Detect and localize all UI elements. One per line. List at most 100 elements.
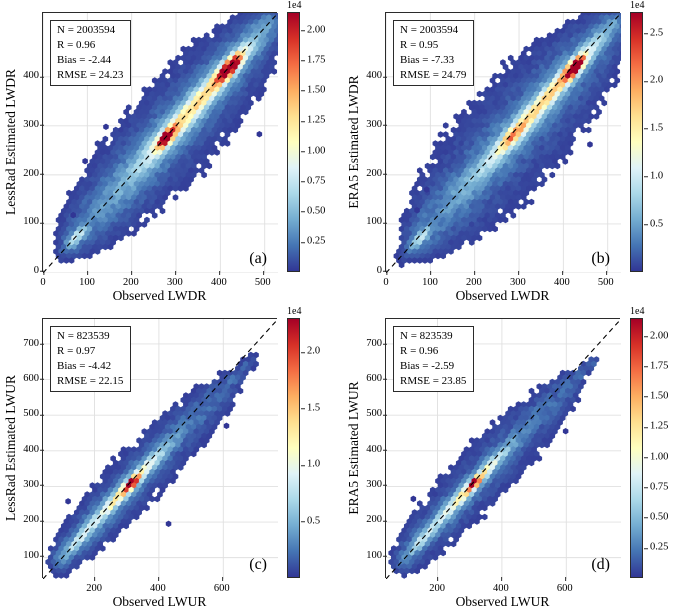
stat-r: R = 0.96 [400, 344, 439, 357]
colorbar-tick-label: 0.75 [300, 175, 326, 187]
x-axis-label: Observed LWUR [112, 594, 207, 609]
stat-n: N = 2003594 [57, 24, 116, 36]
x-axis-label: Observed LWDR [112, 288, 207, 303]
plot-area: N = 2003594 R = 0.96 Bias = -2.44 RMSE =… [23, 12, 278, 288]
colorbar-tick-label: 1.5 [300, 402, 321, 414]
colorbar-gradient [630, 318, 643, 578]
stat-rmse: RMSE = 24.79 [400, 68, 467, 81]
colorbar-tick-label: 1.25 [300, 114, 326, 126]
x-tick-label: 300 [510, 271, 526, 288]
y-tick-label: 0 [20, 265, 44, 277]
colorbar: 1e4 0.5 1.0 1.5 2.0 2.5 [630, 1, 682, 272]
colorbar: 1e4 0.5 1.0 1.5 2.0 [287, 307, 339, 578]
stat-bias: Bias = -2.44 [57, 53, 112, 66]
y-tick-label: 400 [363, 444, 387, 456]
colorbar-tick-label: 1.00 [643, 450, 669, 462]
y-tick-label: 100 [363, 217, 387, 228]
plot-area: N = 823539 R = 0.97 Bias = -4.42 RMSE = … [23, 318, 278, 594]
stat-n: N = 2003594 [400, 24, 459, 36]
panel-label: (c) [249, 556, 267, 573]
colorbar-tick-label: 0.5 [300, 515, 321, 527]
x-tick-label: 400 [493, 577, 509, 594]
colorbar-scale-label: 1e4 [630, 306, 645, 317]
colorbar-tick-label: 2.00 [643, 329, 669, 341]
x-tick-label: 400 [553, 271, 570, 288]
y-tick-label: 300 [363, 119, 387, 131]
y-tick-label: 200 [20, 515, 44, 526]
x-tick-label: 500 [254, 271, 271, 288]
x-tick-label: 0 [40, 271, 46, 288]
plot-area: N = 2003594 R = 0.95 Bias = -7.33 RMSE =… [366, 12, 621, 288]
x-tick-label: 400 [150, 577, 166, 594]
colorbar-tick-label: 0.75 [643, 481, 669, 493]
x-axis-label: Observed LWDR [455, 288, 550, 303]
colorbar-tick-label: 1.50 [643, 390, 669, 402]
y-tick-label: 400 [20, 444, 44, 456]
stats-box: N = 2003594 R = 0.95 Bias = -7.33 RMSE =… [393, 20, 475, 87]
x-tick-label: 500 [597, 271, 614, 288]
stat-bias: Bias = -7.33 [400, 53, 455, 66]
panel-c: LessRad Estimated LWUR N = 823539 R = 0.… [0, 306, 343, 611]
y-tick-label: 100 [363, 550, 387, 562]
colorbar-tick-label: 1.75 [643, 360, 669, 372]
stat-rmse: RMSE = 23.85 [400, 374, 467, 387]
stats-box: N = 823539 R = 0.96 Bias = -2.59 RMSE = … [393, 326, 475, 393]
y-axis-label: LessRad Estimated LWUR [3, 375, 18, 521]
x-tick-label: 100 [422, 271, 438, 288]
y-tick-label: 400 [363, 71, 387, 82]
colorbar-tick-label: 2.00 [300, 23, 326, 35]
colorbar-tick-label: 0.5 [643, 217, 664, 229]
stat-rmse: RMSE = 24.23 [57, 68, 124, 81]
y-tick-label: 700 [20, 338, 44, 349]
stat-r: R = 0.95 [400, 38, 439, 51]
y-tick-label: 600 [20, 373, 44, 385]
colorbar: 1e4 0.25 0.50 0.75 1.00 1.25 1.50 1.75 2.00 [630, 307, 682, 578]
stat-rmse: RMSE = 22.15 [57, 374, 124, 387]
colorbar-tick-label: 2.5 [643, 26, 664, 38]
y-axis-label: ERA5 Estimated LWUR [346, 381, 361, 515]
colorbar-tick-label: 0.25 [643, 541, 669, 553]
colorbar: 1e4 0.25 0.50 0.75 1.00 1.25 1.50 1.75 2.00 [287, 1, 339, 272]
colorbar-tick-label: 1.00 [300, 144, 326, 156]
x-axis-label: Observed LWUR [455, 594, 550, 609]
plot-area: N = 823539 R = 0.96 Bias = -2.59 RMSE = … [366, 318, 621, 594]
stats-box: N = 2003594 R = 0.96 Bias = -2.44 RMSE =… [50, 20, 132, 87]
colorbar-tick-label: 0.50 [300, 205, 326, 217]
y-tick-label: 500 [20, 409, 44, 420]
y-tick-label: 200 [20, 168, 44, 179]
panel-label: (b) [591, 250, 610, 267]
x-tick-label: 0 [383, 271, 389, 288]
y-tick-label: 400 [20, 71, 44, 82]
panel-a: LessRad Estimated LWDR N = 2003594 R = 0… [0, 0, 343, 306]
stat-bias: Bias = -2.59 [400, 359, 455, 372]
colorbar-tick-label: 1.25 [643, 420, 669, 432]
colorbar-gradient [287, 318, 300, 578]
panel-label: (d) [591, 556, 610, 573]
colorbar-tick-label: 2.0 [643, 74, 664, 86]
x-tick-label: 200 [429, 577, 445, 594]
y-axis-label: LessRad Estimated LWDR [3, 69, 18, 215]
stat-r: R = 0.96 [57, 38, 96, 51]
y-tick-label: 300 [363, 479, 387, 491]
stat-r: R = 0.97 [57, 344, 96, 357]
colorbar-tick-label: 1.75 [300, 54, 326, 66]
y-tick-label: 700 [363, 338, 387, 349]
x-tick-label: 100 [79, 271, 95, 288]
colorbar-tick-label: 1.0 [643, 170, 664, 182]
colorbar-tick-label: 0.50 [643, 511, 669, 523]
x-tick-label: 300 [167, 271, 183, 288]
colorbar-scale-label: 1e4 [287, 0, 302, 11]
colorbar-tick-label: 0.25 [300, 235, 326, 247]
stats-box: N = 823539 R = 0.97 Bias = -4.42 RMSE = … [50, 326, 132, 393]
x-tick-label: 200 [466, 271, 482, 288]
colorbar-scale-label: 1e4 [630, 0, 645, 11]
panel-b: ERA5 Estimated LWDR N = 2003594 R = 0.95… [343, 0, 685, 306]
y-axis-label: ERA5 Estimated LWDR [346, 75, 361, 209]
y-tick-label: 100 [20, 550, 44, 562]
x-tick-label: 200 [86, 577, 102, 594]
y-tick-label: 0 [363, 265, 387, 277]
y-tick-label: 200 [363, 515, 387, 526]
stat-n: N = 823539 [400, 330, 453, 342]
y-tick-label: 300 [20, 479, 44, 491]
